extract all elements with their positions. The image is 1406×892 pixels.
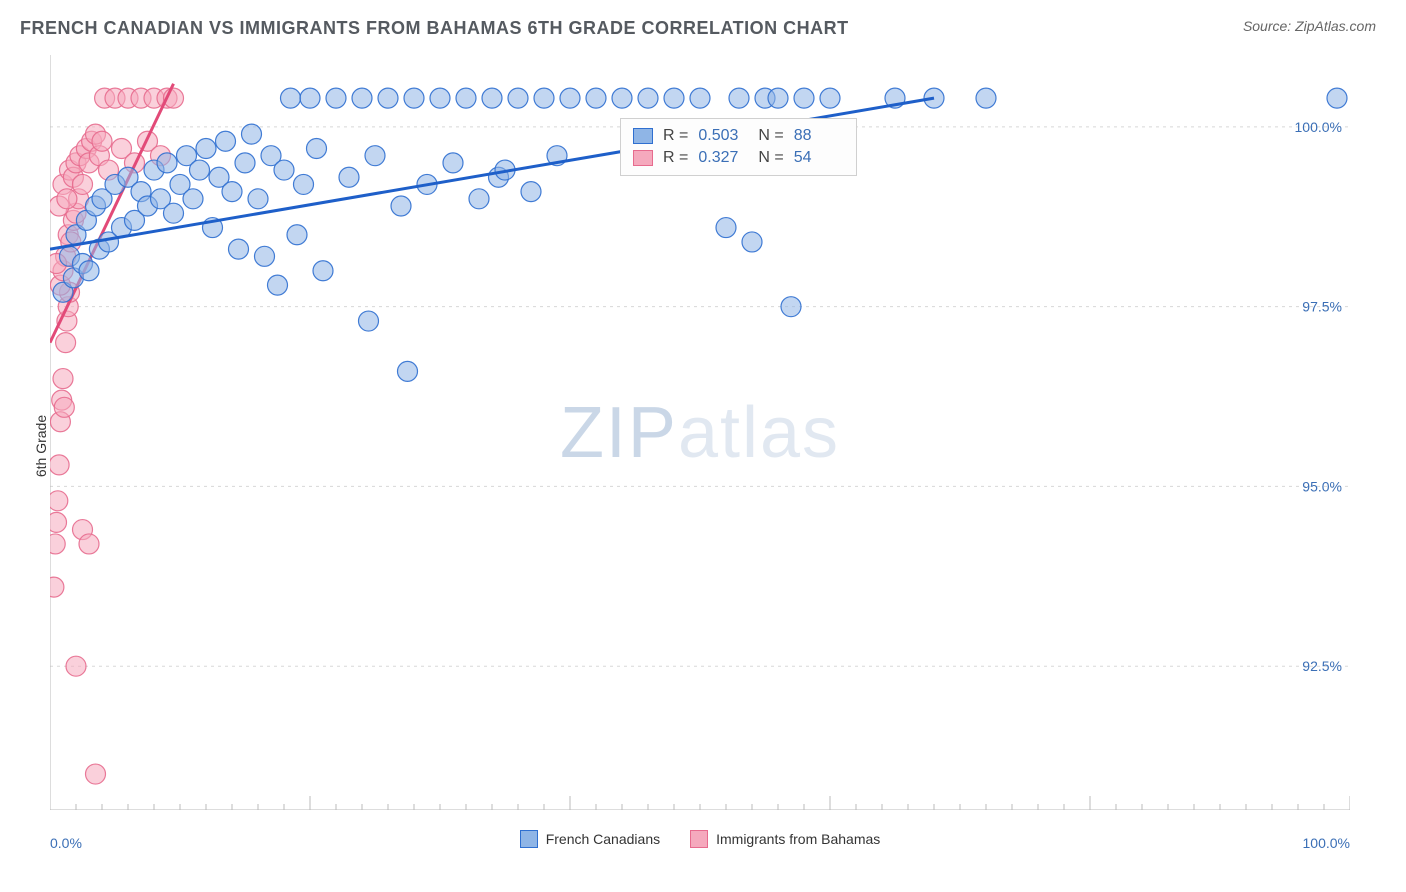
scatter-point [294,174,314,194]
scatter-point [534,88,554,108]
stats-r-label: R = [663,127,688,145]
legend-item-pink: Immigrants from Bahamas [690,830,880,848]
scatter-point [612,88,632,108]
bottom-legend: French Canadians Immigrants from Bahamas [50,830,1350,848]
scatter-point [820,88,840,108]
scatter-point [638,88,658,108]
scatter-point [66,656,86,676]
scatter-point [430,88,450,108]
legend-label-pink: Immigrants from Bahamas [716,831,880,847]
scatter-point [482,88,502,108]
scatter-point [50,577,64,597]
scatter-point [469,189,489,209]
scatter-point [53,369,73,389]
scatter-point [50,512,67,532]
scatter-point [404,88,424,108]
scatter-point [287,225,307,245]
legend-label-blue: French Canadians [546,831,660,847]
scatter-point [56,333,76,353]
svg-text:100.0%: 100.0% [1295,119,1342,135]
scatter-point [216,131,236,151]
scatter-point [164,203,184,223]
stats-r-value: 0.503 [698,127,748,145]
scatter-point [274,160,294,180]
scatter-point [391,196,411,216]
scatter-point [326,88,346,108]
scatter-point [79,261,99,281]
stats-swatch-icon [633,128,653,144]
source-label: Source: ZipAtlas.com [1243,18,1376,34]
scatter-point [222,182,242,202]
scatter-point [508,88,528,108]
legend-swatch-blue [520,830,538,848]
svg-text:95.0%: 95.0% [1302,478,1342,494]
svg-text:97.5%: 97.5% [1302,299,1342,315]
scatter-point [190,160,210,180]
stats-n-label: N = [758,127,783,145]
stats-n-label: N = [758,149,783,167]
stats-n-value: 54 [794,149,844,167]
scatter-point [300,88,320,108]
stats-row-pink: R = 0.327 N = 54 [633,147,844,169]
scatter-point [281,88,301,108]
scatter-point [196,138,216,158]
scatter-point [73,174,93,194]
stats-legend-box: R = 0.503 N = 88 R = 0.327 N = 54 [620,118,857,176]
scatter-point [781,297,801,317]
scatter-point [976,88,996,108]
chart-title: FRENCH CANADIAN VS IMMIGRANTS FROM BAHAM… [20,18,849,39]
scatter-point [729,88,749,108]
scatter-point [50,455,69,475]
scatter-point [359,311,379,331]
scatter-point [92,131,112,151]
stats-n-value: 88 [794,127,844,145]
scatter-point [716,218,736,238]
scatter-point [229,239,249,259]
scatter-point [339,167,359,187]
stats-swatch-icon [633,150,653,166]
scatter-point [586,88,606,108]
scatter-point [79,534,99,554]
scatter-point [57,189,77,209]
scatter-point [50,534,65,554]
scatter-point [1327,88,1347,108]
scatter-point [560,88,580,108]
scatter-point [378,88,398,108]
stats-row-blue: R = 0.503 N = 88 [633,125,844,147]
scatter-point [54,397,74,417]
scatter-point [352,88,372,108]
scatter-point [521,182,541,202]
scatter-point [86,764,106,784]
scatter-point [50,491,68,511]
scatter-point [235,153,255,173]
legend-swatch-pink [690,830,708,848]
scatter-point [307,138,327,158]
scatter-point [242,124,262,144]
scatter-point [742,232,762,252]
scatter-point [248,189,268,209]
scatter-point [456,88,476,108]
scatter-point [365,146,385,166]
scatter-point [768,88,788,108]
y-axis-label: 6th Grade [33,415,49,477]
scatter-point [398,361,418,381]
scatter-point [443,153,463,173]
svg-text:92.5%: 92.5% [1302,658,1342,674]
legend-item-blue: French Canadians [520,830,660,848]
stats-r-label: R = [663,149,688,167]
scatter-point [313,261,333,281]
scatter-point [664,88,684,108]
scatter-point [157,153,177,173]
stats-r-value: 0.327 [698,149,748,167]
scatter-point [255,246,275,266]
scatter-point [690,88,710,108]
scatter-point [794,88,814,108]
scatter-point [268,275,288,295]
plot-area: 100.0%97.5%95.0%92.5% ZIPatlas R =0.503N… [50,55,1350,810]
scatter-point [183,189,203,209]
